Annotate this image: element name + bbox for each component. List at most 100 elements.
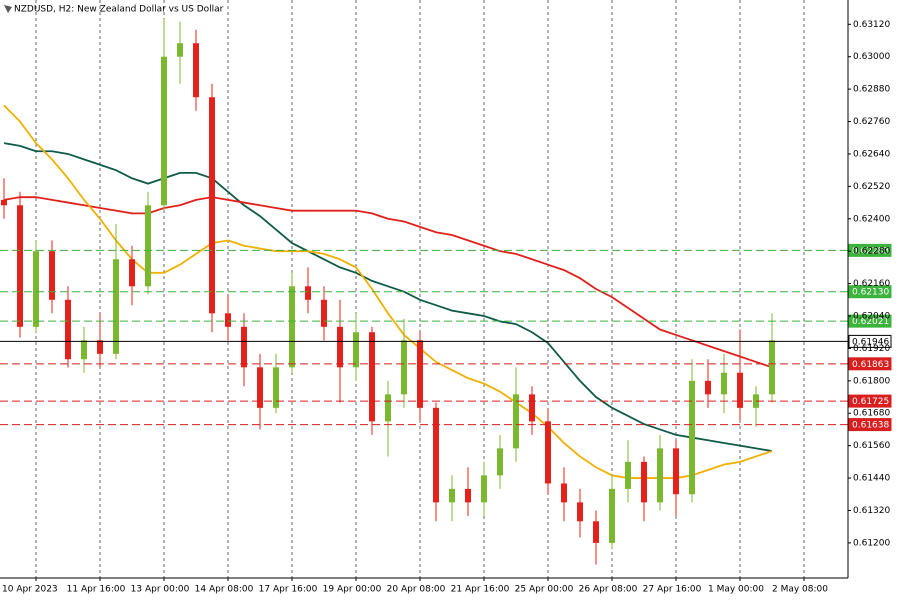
price-level-tag — [848, 334, 892, 348]
x-tick-label: 27 Apr 16:00 — [643, 585, 702, 595]
price-level-label: 0.61638 — [852, 421, 889, 431]
candle-body — [577, 502, 583, 522]
price-level-tag — [848, 394, 892, 408]
candle-body — [641, 461, 647, 503]
moving-average-line — [3, 142, 773, 452]
y-tick-label: 0.61680 — [853, 409, 890, 419]
y-tick-label: 0.62400 — [853, 214, 890, 224]
axis-layer: 0.63120 0.63000 0.62880 0.62760 0.62640 0.625… — [2, 20, 890, 595]
y-tick-label: 0.62040 — [853, 312, 890, 322]
y-tick-label: 0.61440 — [853, 474, 890, 484]
candle-body — [353, 332, 359, 368]
x-tick-label: 17 Apr 16:00 — [259, 585, 318, 595]
price-level-tag — [848, 357, 892, 371]
price-level-label: 0.61863 — [852, 360, 889, 370]
x-tick-label: 2 May 08:00 — [772, 585, 828, 595]
candle-body — [401, 340, 407, 395]
y-tick-label: 0.62520 — [853, 182, 890, 192]
moving-average-line — [3, 196, 773, 369]
x-tick-label: 14 Apr 08:00 — [195, 585, 254, 595]
candle-body — [225, 313, 231, 327]
candle-body — [609, 488, 615, 543]
x-tick-label: 20 Apr 08:00 — [387, 585, 446, 595]
candle-body — [657, 448, 663, 503]
candle-body — [129, 259, 135, 287]
price-level-label: 0.61725 — [852, 397, 889, 407]
y-tick-label: 0.63000 — [853, 52, 890, 62]
candle-body — [449, 488, 455, 503]
candle-body — [49, 251, 55, 300]
candle-body — [161, 56, 167, 206]
y-tick-label: 0.61200 — [853, 538, 890, 548]
price-level-tag — [848, 418, 892, 432]
title-icon — [4, 5, 12, 13]
x-tick-label: 26 Apr 08:00 — [579, 585, 638, 595]
price-level-label: 0.62283 — [852, 246, 889, 256]
candle-body — [737, 372, 743, 408]
candle-body — [81, 340, 87, 360]
candle-body — [273, 367, 279, 408]
candle-body — [385, 394, 391, 422]
candle-body — [257, 367, 263, 408]
candle-body — [561, 483, 567, 503]
candle-body — [705, 380, 711, 395]
candle-body — [673, 448, 679, 495]
candle-body — [305, 286, 311, 300]
candle-body — [625, 461, 631, 489]
candle-body — [513, 394, 519, 449]
candle-body — [33, 251, 39, 327]
candle-body — [337, 326, 343, 368]
chart-title: NZDUSD, H2: New Zealand Dollar vs US Dol… — [14, 5, 224, 15]
x-tick-label: 19 Apr 00:00 — [323, 585, 382, 595]
y-tick-label: 0.62880 — [853, 85, 890, 95]
candle-body — [593, 521, 599, 543]
candle-body — [545, 421, 551, 484]
candle-body — [433, 407, 439, 503]
candle-body — [481, 475, 487, 503]
price-level-label: 0.62021 — [852, 317, 889, 327]
level-layer: 0.62283 0.62130 0.62021 0.61946 0.61863 0.617… — [0, 243, 892, 432]
x-tick-label: 25 Apr 00:00 — [515, 585, 574, 595]
price-level-label: 0.62130 — [852, 288, 889, 298]
y-tick-label: 0.61320 — [853, 506, 890, 516]
candle-body — [689, 380, 695, 495]
candle-body — [721, 372, 727, 395]
price-level-tag — [848, 243, 892, 257]
price-level-tag — [848, 314, 892, 328]
candle-body — [465, 488, 471, 503]
y-tick-label: 0.62760 — [853, 117, 890, 127]
price-level-tag — [848, 285, 892, 299]
candle-body — [241, 326, 247, 368]
x-tick-label: 11 Apr 16:00 — [67, 585, 126, 595]
candle-body — [17, 205, 23, 327]
candle-body — [65, 299, 71, 360]
candle-body — [209, 97, 215, 314]
x-tick-label: 21 Apr 16:00 — [451, 585, 510, 595]
candle-body — [193, 43, 199, 98]
y-tick-label: 0.63120 — [853, 20, 890, 30]
candle-body — [529, 394, 535, 422]
x-tick-label: 13 Apr 00:00 — [131, 585, 190, 595]
y-tick-label: 0.61800 — [853, 376, 890, 386]
candle-body — [497, 448, 503, 476]
candle-body — [289, 286, 295, 368]
candle-body — [369, 332, 375, 422]
y-tick-label: 0.62160 — [853, 279, 890, 289]
price-level-label: 0.61946 — [852, 337, 889, 347]
y-tick-label: 0.61920 — [853, 344, 890, 354]
candle-body — [177, 43, 183, 57]
y-tick-label: 0.62640 — [853, 149, 890, 159]
x-tick-label: 1 May 00:00 — [708, 585, 764, 595]
candle-body — [113, 259, 119, 354]
candle-body — [97, 340, 103, 354]
candle-body — [321, 299, 327, 327]
x-tick-label: 10 Apr 2023 — [2, 585, 58, 595]
y-tick-label: 0.61560 — [853, 441, 890, 451]
candle-body — [1, 199, 7, 206]
candle-body — [145, 205, 151, 287]
candle-body — [417, 340, 423, 408]
candle-body — [769, 340, 775, 395]
